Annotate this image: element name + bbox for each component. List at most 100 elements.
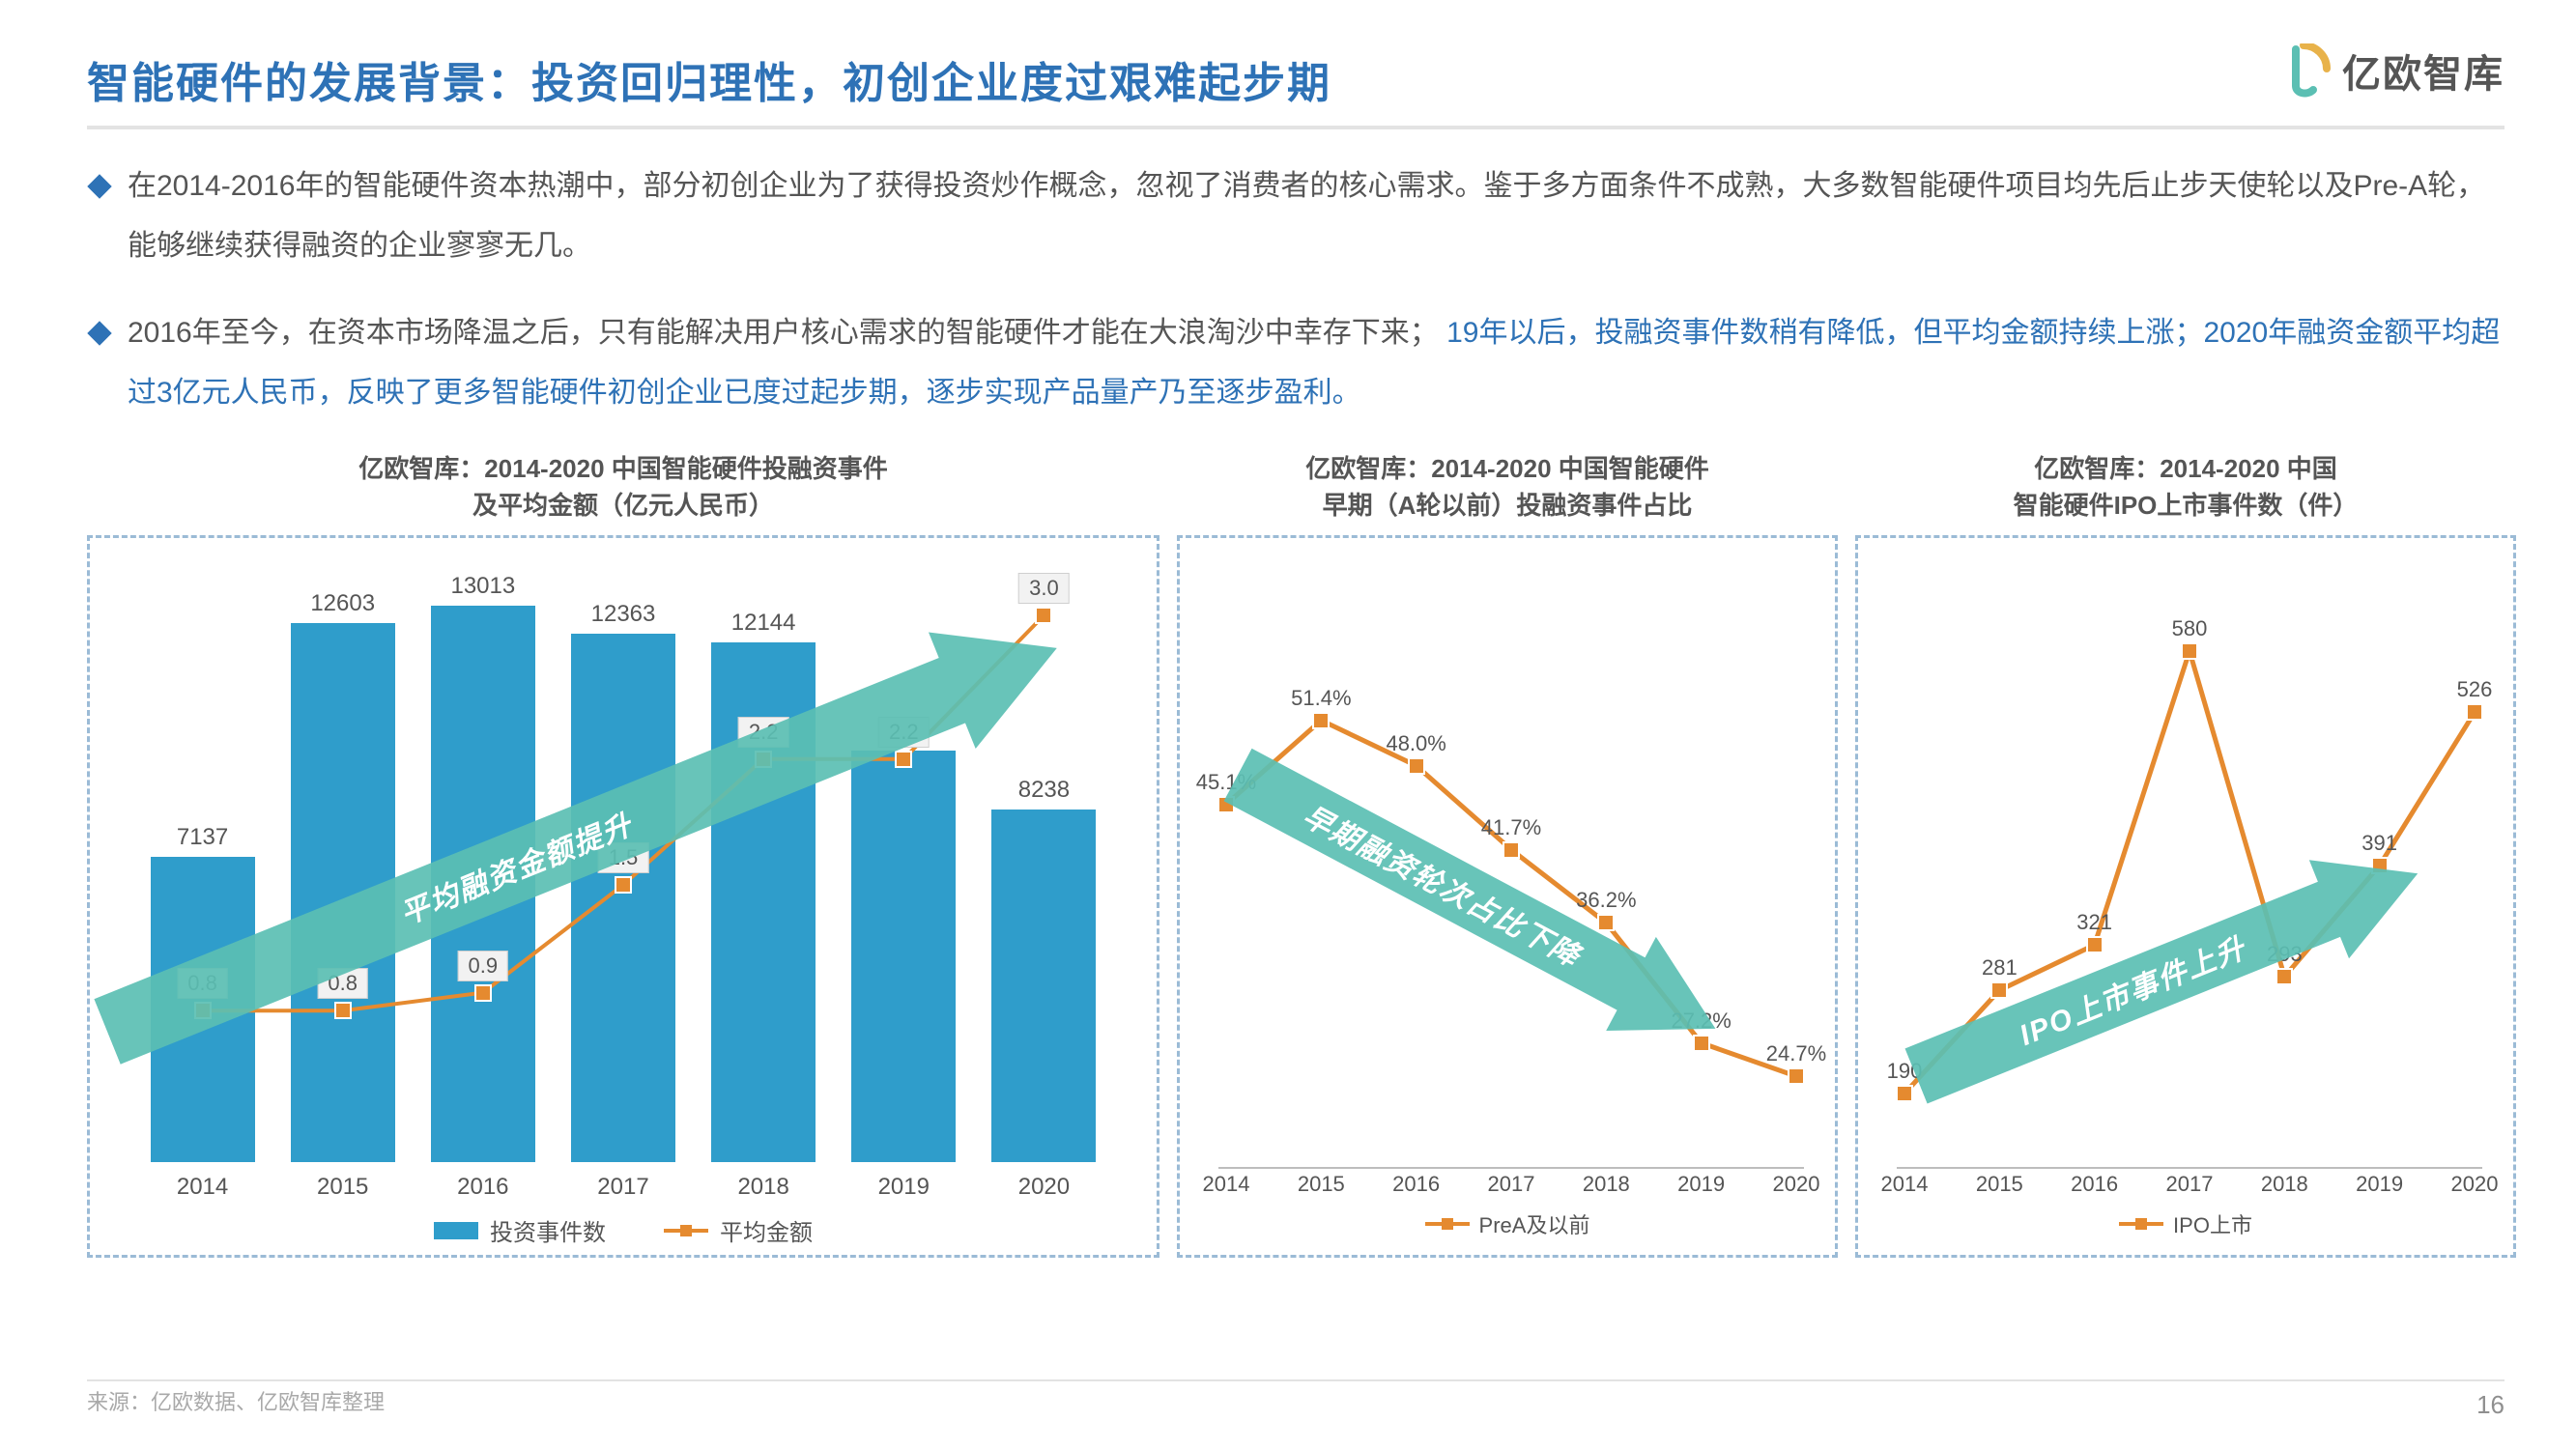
point-label: 391 [2361, 831, 2397, 856]
page-number: 16 [2476, 1390, 2504, 1420]
x-tick-label: 2020 [2451, 1172, 2499, 1197]
bullet-1-text: 在2014-2016年的智能硬件资本热潮中，部分初创企业为了获得投资炒作概念，忽… [128, 156, 2504, 276]
line-marker [1312, 712, 1330, 729]
chart3-plot: 190 2014 281 2015 321 2016 580 2017 293 2018 391 20… [1858, 538, 2513, 1255]
point-label: 281 [1982, 955, 2018, 980]
line-marker [2086, 936, 2104, 953]
line-marker [615, 876, 632, 894]
x-tick-label: 2019 [1677, 1172, 1725, 1197]
bullet-list: 在2014-2016年的智能硬件资本热潮中，部分初创企业为了获得投资炒作概念，忽… [87, 156, 2504, 423]
line-marker [1896, 1085, 1913, 1102]
line-marker [2466, 703, 2483, 721]
point-label: 293 [2267, 942, 2303, 967]
bullet-2: 2016年至今，在资本市场降温之后，只有能解决用户核心需求的智能硬件才能在大浪淘… [87, 303, 2504, 423]
bar [851, 751, 956, 1162]
bar-value-label: 8238 [976, 777, 1111, 804]
footer-rule [87, 1379, 2504, 1381]
point-label: 36.2% [1576, 888, 1636, 913]
legend-bar: 投资事件数 [434, 1213, 606, 1247]
bar-value-label: 12603 [275, 590, 411, 617]
point-label: 27.2% [1671, 1009, 1731, 1034]
line-marker [2181, 642, 2198, 660]
legend-line: 平均金额 [664, 1213, 813, 1247]
line-marker [1035, 607, 1052, 624]
title-rule [87, 126, 2504, 129]
page-title: 智能硬件的发展背景：投资回归理性，初创企业度过艰难起步期 [87, 48, 2504, 110]
line-marker [474, 984, 492, 1002]
bar-value-label: 12363 [556, 601, 691, 628]
line-marker [755, 751, 772, 768]
chart1-plot: 7137201412603201513013201612363201712144… [90, 538, 1157, 1255]
chart-legend: PreA及以前 [1180, 1208, 1835, 1239]
chart1-box: 7137201412603201513013201612363201712144… [87, 535, 1159, 1258]
x-tick-label: 2014 [1203, 1172, 1250, 1197]
chart2-panel: 亿欧智库：2014-2020 中国智能硬件 早期（A轮以前）投融资事件占比 45… [1177, 450, 1838, 1258]
x-tick-label: 2016 [1392, 1172, 1440, 1197]
chart3-title: 亿欧智库：2014-2020 中国 智能硬件IPO上市事件数（件） [2014, 450, 2359, 524]
chart3-panel: 亿欧智库：2014-2020 中国 智能硬件IPO上市事件数（件） 190 201… [1855, 450, 2516, 1258]
point-label: 41.7% [1481, 815, 1541, 840]
bar [991, 810, 1096, 1162]
bullet-1: 在2014-2016年的智能硬件资本热潮中，部分初创企业为了获得投资炒作概念，忽… [87, 156, 2504, 276]
line-marker [1990, 981, 2008, 999]
line-value-tag: 3.0 [1018, 573, 1070, 604]
logo-text: 亿欧智库 [2342, 43, 2504, 99]
line-marker [2371, 857, 2389, 874]
bar-value-label: 13013 [415, 573, 551, 600]
x-tick-label: 2017 [2166, 1172, 2214, 1197]
point-label: 24.7% [1766, 1041, 1826, 1066]
point-label: 526 [2457, 677, 2493, 702]
x-axis-label: 2020 [976, 1174, 1111, 1201]
chart2-box: 45.1% 2014 51.4% 2015 48.0% 2016 41.7% 2017 36.2… [1177, 535, 1838, 1258]
x-tick-label: 2016 [2071, 1172, 2118, 1197]
x-tick-label: 2018 [2261, 1172, 2308, 1197]
x-tick-label: 2015 [1298, 1172, 1345, 1197]
trend-arrow-down: 早期融资轮次占比下降 [1213, 727, 1740, 1075]
line-value-tag: 2.2 [738, 717, 789, 748]
line-marker [334, 1002, 352, 1019]
line-marker [1408, 757, 1425, 775]
x-tick-label: 2020 [1773, 1172, 1820, 1197]
line-marker [2275, 968, 2293, 985]
chart-legend: IPO上市 [1858, 1208, 2513, 1239]
chart3-box: 190 2014 281 2015 321 2016 580 2017 293 2018 391 20… [1855, 535, 2516, 1258]
bar-value-label: 12144 [696, 610, 831, 637]
diamond-icon [87, 321, 111, 345]
line-marker [1217, 796, 1235, 813]
line-marker [1693, 1035, 1710, 1052]
bar-value-label: 7137 [135, 824, 271, 851]
line-value-tag: 0.8 [177, 968, 228, 999]
point-label: 190 [1887, 1059, 1923, 1084]
line-value-tag: 0.9 [458, 951, 509, 981]
bar [571, 634, 675, 1162]
x-axis-label: 2018 [696, 1174, 831, 1201]
point-label: 321 [2076, 910, 2112, 935]
bar [291, 623, 395, 1162]
x-axis-label: 2014 [135, 1174, 271, 1201]
line-marker [1597, 914, 1615, 931]
x-tick-label: 2017 [1488, 1172, 1535, 1197]
source-text: 来源：亿欧数据、亿欧智库整理 [87, 1385, 385, 1416]
x-tick-label: 2014 [1881, 1172, 1929, 1197]
chart2-title: 亿欧智库：2014-2020 中国智能硬件 早期（A轮以前）投融资事件占比 [1305, 450, 1709, 524]
bullet-2-text: 2016年至今，在资本市场降温之后，只有能解决用户核心需求的智能硬件才能在大浪淘… [128, 303, 2504, 423]
logo: 亿欧智库 [2276, 43, 2504, 99]
x-axis-label: 2019 [836, 1174, 971, 1201]
logo-icon [2276, 43, 2331, 98]
line-marker [1503, 841, 1520, 859]
line-marker [194, 1002, 212, 1019]
chart1-title: 亿欧智库：2014-2020 中国智能硬件投融资事件 及平均金额（亿元人民币） [358, 450, 888, 524]
line-value-tag: 0.8 [317, 968, 368, 999]
point-label: 51.4% [1291, 686, 1351, 711]
line-value-tag: 2.2 [878, 717, 930, 748]
point-label: 580 [2172, 616, 2208, 641]
diamond-icon [87, 174, 111, 198]
x-tick-label: 2018 [1583, 1172, 1630, 1197]
slide: 亿欧智库 智能硬件的发展背景：投资回归理性，初创企业度过艰难起步期 在2014-… [0, 0, 2576, 1449]
chart1-panel: 亿欧智库：2014-2020 中国智能硬件投融资事件 及平均金额（亿元人民币） … [87, 450, 1159, 1258]
point-label: 48.0% [1386, 731, 1445, 756]
trend-arrow-up: IPO上市事件上升 [1896, 824, 2437, 1125]
point-label: 45.1% [1196, 770, 1256, 795]
x-tick-label: 2015 [1976, 1172, 2023, 1197]
chart1-legend: 投资事件数 平均金额 [90, 1213, 1157, 1247]
